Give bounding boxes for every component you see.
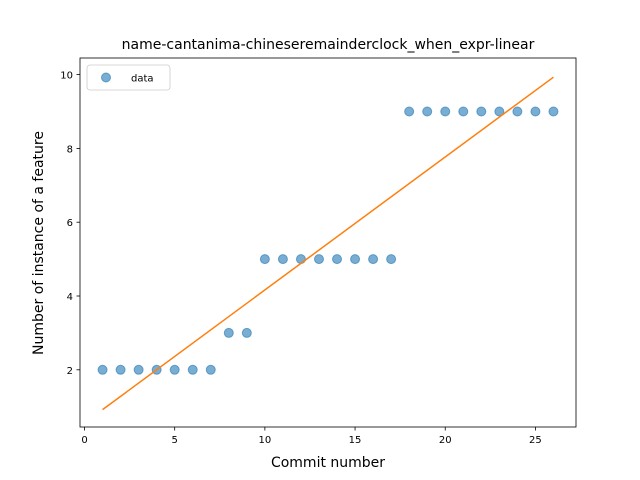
data-point	[368, 254, 379, 265]
y-tick-label: 8	[67, 144, 73, 155]
axes-frame	[79, 57, 577, 428]
y-tick-label: 2	[67, 366, 73, 377]
data-point	[476, 106, 487, 117]
x-tick-label: 25	[529, 435, 542, 446]
axes: 0 5 10 15 20 25 2 4 6 8 10	[60, 57, 577, 446]
y-tick-label: 4	[67, 292, 73, 303]
y-tick-label: 6	[67, 218, 73, 229]
data-point	[133, 364, 144, 375]
x-tick-label: 20	[439, 435, 452, 446]
data-point	[350, 254, 361, 265]
y-tick-label: 10	[60, 71, 73, 82]
data-point	[386, 254, 397, 265]
legend-box	[86, 64, 171, 91]
data-point	[530, 106, 541, 117]
data-point	[422, 106, 433, 117]
data-point	[223, 327, 234, 338]
data-point	[115, 364, 126, 375]
y-axis-title: Number of instance of a feature	[31, 131, 47, 355]
legend: data	[86, 64, 171, 91]
plot-area	[97, 76, 559, 411]
legend-label: data	[131, 74, 154, 85]
x-tick-label: 10	[259, 435, 272, 446]
legend-marker	[101, 72, 111, 83]
data-point	[187, 364, 198, 375]
data-point	[259, 254, 270, 265]
data-point	[440, 106, 451, 117]
data-point	[295, 254, 306, 265]
chart-title: name-cantanima-chineseremainderclock_whe…	[122, 37, 535, 53]
data-point	[332, 254, 343, 265]
data-point	[512, 106, 523, 117]
data-point	[404, 106, 415, 117]
fit-line	[102, 76, 554, 411]
data-point	[241, 327, 252, 338]
data-point	[313, 254, 324, 265]
data-point	[277, 254, 288, 265]
x-tick-label: 0	[81, 435, 87, 446]
data-point	[169, 364, 180, 375]
x-tick-label: 15	[349, 435, 362, 446]
data-point	[548, 106, 559, 117]
data-point	[494, 106, 505, 117]
data-point	[97, 364, 108, 375]
data-point	[458, 106, 469, 117]
x-axis-title: Commit number	[271, 455, 385, 471]
data-point	[205, 364, 216, 375]
x-tick-label: 5	[172, 435, 178, 446]
